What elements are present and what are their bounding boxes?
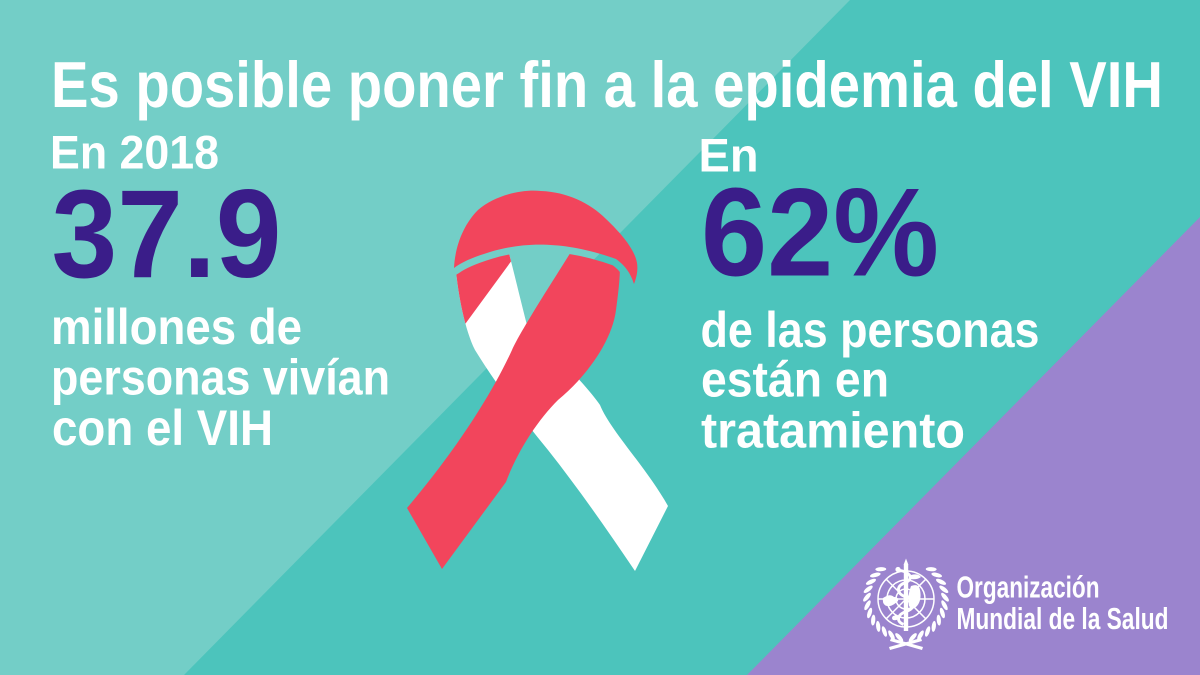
svg-text:En: En [699, 129, 759, 182]
svg-text:En 2018: En 2018 [50, 126, 219, 179]
svg-text:con el VIH: con el VIH [52, 400, 273, 456]
svg-text:Organización: Organización [957, 569, 1100, 604]
svg-text:millones de: millones de [51, 299, 302, 355]
svg-text:de las personas: de las personas [701, 302, 1040, 358]
svg-text:personas vivían: personas vivían [51, 350, 390, 406]
svg-text:Es posible poner fin a la epid: Es posible poner fin a la epidemia del V… [51, 48, 1163, 121]
svg-text:están en: están en [701, 351, 889, 407]
svg-text:37.9: 37.9 [52, 165, 282, 304]
svg-text:62%: 62% [701, 164, 939, 303]
svg-text:Mundial de la Salud: Mundial de la Salud [957, 601, 1169, 636]
svg-text:tratamiento: tratamiento [701, 402, 965, 458]
